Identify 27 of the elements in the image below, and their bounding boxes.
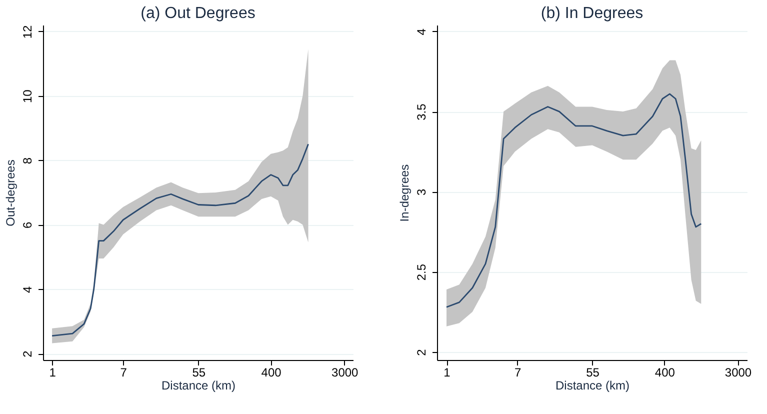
y-tick-label: 8 [20,157,34,164]
x-tick-label: 55 [192,366,206,380]
x-tick-label: 55 [586,366,600,380]
x-axis-title: Distance (km) [161,378,236,392]
x-axis-title: Distance (km) [555,378,630,392]
y-tick-label: 2 [414,348,428,356]
y-tick-label: 10 [20,89,34,104]
x-tick-label: 1 [49,366,56,380]
x-tick-label: 3000 [724,366,752,380]
y-tick-label: 3.5 [414,103,428,120]
y-tick-label: 12 [20,24,34,39]
y-tick-label: 2 [20,350,34,358]
y-tick-label: 2.5 [414,264,428,281]
chart-title: (a) Out Degrees [140,4,256,22]
y-axis-title: In-degrees [398,164,412,222]
y-tick-label: 4 [414,28,428,36]
y-axis-title: Out-degrees [4,160,18,226]
x-tick-label: 1 [444,366,451,380]
x-tick-label: 3000 [332,366,359,380]
chart-title: (b) In Degrees [540,5,644,22]
y-tick-label: 3 [414,188,428,196]
y-tick-label: 4 [20,286,34,293]
x-tick-label: 7 [514,366,522,380]
x-tick-label: 400 [261,366,282,380]
x-tick-label: 400 [654,366,676,380]
y-tick-label: 6 [20,222,34,229]
x-tick-label: 7 [120,366,128,380]
